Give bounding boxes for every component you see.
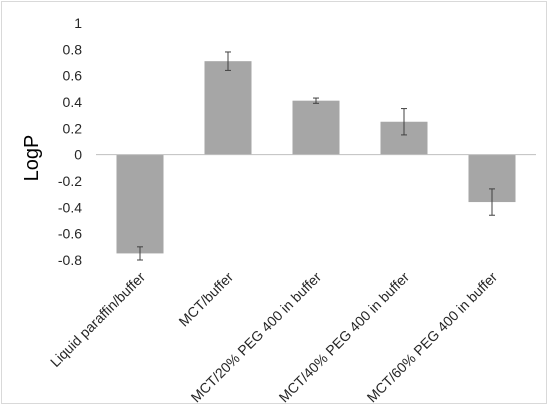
y-tick-label: 1 <box>74 15 82 31</box>
y-tick-label: -0.2 <box>58 173 82 189</box>
x-tick-label: MCT/buffer <box>175 269 236 330</box>
error-bar <box>313 97 319 104</box>
y-tick-label: 0 <box>74 147 82 163</box>
error-bar <box>137 246 143 261</box>
y-tick-labels: 1 0.8 0.6 0.4 0.2 0 -0.2 -0.4 -0.6 -0.8 <box>58 15 82 268</box>
bar <box>292 100 340 155</box>
y-tick-label: -0.8 <box>58 252 82 268</box>
y-tick-label: -0.4 <box>58 199 82 215</box>
bars <box>116 61 516 254</box>
y-tick-label: 0.4 <box>63 94 83 110</box>
error-bars <box>137 51 495 261</box>
bar <box>116 154 164 254</box>
y-tick-label: 0.8 <box>63 41 83 57</box>
y-tick-label: -0.6 <box>58 226 82 242</box>
x-tick-labels: Liquid paraffin/buffer MCT/bufferMCT/20% … <box>47 269 500 405</box>
error-bar <box>489 188 495 216</box>
y-tick-label: 0.2 <box>63 120 83 136</box>
bar <box>204 61 252 155</box>
error-bar <box>401 108 407 136</box>
y-axis-label: LogP <box>21 135 43 182</box>
y-tick-label: 0.6 <box>63 68 83 84</box>
x-tick-label: Liquid paraffin/buffer <box>47 269 148 370</box>
error-bar <box>225 51 231 71</box>
